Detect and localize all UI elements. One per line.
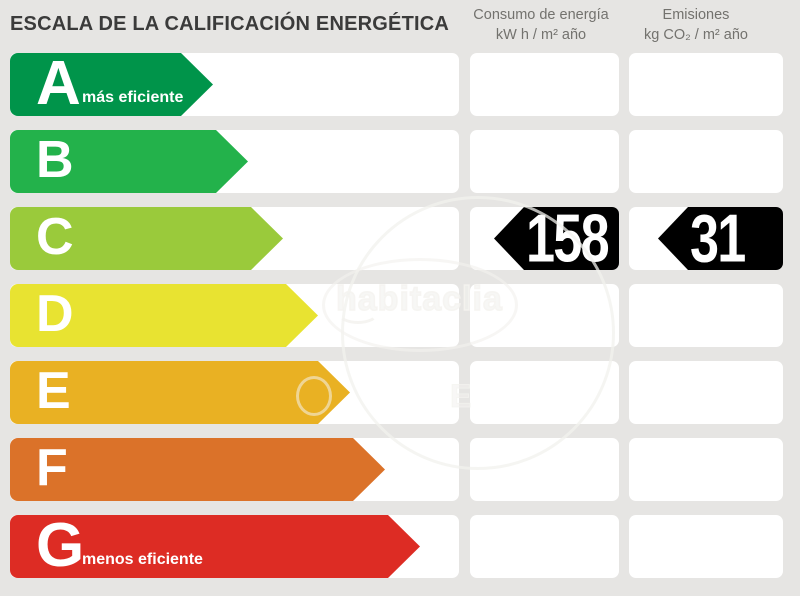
emisiones-cell	[629, 53, 783, 116]
rating-letter: A	[36, 49, 81, 118]
consumo-cell	[470, 361, 619, 424]
rating-row: A más eficiente	[0, 53, 800, 116]
emisiones-cell	[629, 515, 783, 578]
consumo-cell: 158	[470, 207, 619, 270]
consumo-column-header: Consumo de energía kW h / m² año	[452, 5, 630, 45]
rating-arrow: E	[10, 361, 350, 424]
consumo-cell	[470, 53, 619, 116]
rating-row: G menos eficiente	[0, 515, 800, 578]
rating-arrow: A más eficiente	[10, 53, 213, 116]
consumo-header-units: kW h / m² año	[495, 27, 587, 43]
rating-arrow: B	[10, 130, 248, 193]
rating-label: más eficiente	[82, 89, 184, 106]
emisiones-cell	[629, 438, 783, 501]
emisiones-header-line1: Emisiones	[662, 7, 730, 23]
consumo-badge-arrow-icon: 158	[494, 207, 619, 270]
rating-label: menos eficiente	[82, 551, 203, 568]
emisiones-cell	[629, 284, 783, 347]
consumo-header-line1: Consumo de energía	[473, 7, 609, 23]
consumo-value: 158	[526, 200, 610, 277]
rating-arrow: F	[10, 438, 385, 501]
emisiones-value: 31	[690, 200, 746, 277]
rating-row: B	[0, 130, 800, 193]
rating-arrow: D	[10, 284, 318, 347]
consumo-cell	[470, 284, 619, 347]
rating-arrow: G menos eficiente	[10, 515, 420, 578]
rating-row: D	[0, 284, 800, 347]
emisiones-cell: 31	[629, 207, 783, 270]
consumo-cell	[470, 515, 619, 578]
emisiones-column-header: Emisiones kg CO₂ / m² año	[607, 5, 785, 45]
rating-arrow: C	[10, 207, 283, 270]
consumo-cell	[470, 438, 619, 501]
rating-letter: G	[36, 511, 85, 580]
rating-row: C 158 31	[0, 207, 800, 270]
rating-letter: D	[36, 285, 74, 343]
emisiones-badge-arrow-icon: 31	[658, 207, 783, 270]
consumo-cell	[470, 130, 619, 193]
rating-letter: E	[36, 362, 71, 420]
rating-letter: C	[36, 208, 74, 266]
rating-letter: B	[36, 131, 74, 189]
page-title: ESCALA DE LA CALIFICACIÓN ENERGÉTICA	[10, 13, 450, 35]
emisiones-cell	[629, 361, 783, 424]
emisiones-cell	[629, 130, 783, 193]
rating-row: E	[0, 361, 800, 424]
rating-row: F	[0, 438, 800, 501]
emisiones-header-units: kg CO₂ / m² año	[644, 27, 748, 43]
rating-letter: F	[36, 439, 68, 497]
